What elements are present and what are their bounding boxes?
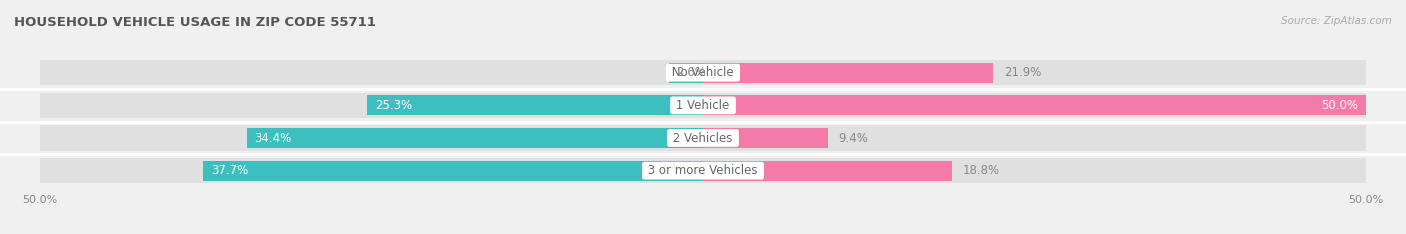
Bar	[703, 93, 1367, 118]
Text: 18.8%: 18.8%	[963, 164, 1000, 177]
Bar	[668, 62, 703, 83]
Bar	[39, 60, 703, 85]
Text: Source: ZipAtlas.com: Source: ZipAtlas.com	[1281, 16, 1392, 26]
Text: 37.7%: 37.7%	[211, 164, 247, 177]
Bar	[703, 125, 1367, 151]
Text: 2.6%: 2.6%	[676, 66, 706, 79]
Text: HOUSEHOLD VEHICLE USAGE IN ZIP CODE 55711: HOUSEHOLD VEHICLE USAGE IN ZIP CODE 5571…	[14, 16, 375, 29]
Bar	[703, 158, 1367, 183]
Bar	[703, 95, 1367, 115]
Bar	[703, 161, 952, 181]
Text: 2 Vehicles: 2 Vehicles	[669, 132, 737, 145]
Bar	[367, 95, 703, 115]
Text: 1 Vehicle: 1 Vehicle	[672, 99, 734, 112]
Bar	[39, 125, 703, 151]
Text: No Vehicle: No Vehicle	[668, 66, 738, 79]
Text: 3 or more Vehicles: 3 or more Vehicles	[644, 164, 762, 177]
Text: 50.0%: 50.0%	[1322, 99, 1358, 112]
Text: 25.3%: 25.3%	[375, 99, 412, 112]
Bar	[39, 93, 703, 118]
Bar	[703, 60, 1367, 85]
Text: 21.9%: 21.9%	[1004, 66, 1042, 79]
Bar	[246, 128, 703, 148]
Bar	[703, 128, 828, 148]
Bar	[703, 62, 994, 83]
Text: 9.4%: 9.4%	[838, 132, 868, 145]
Bar	[202, 161, 703, 181]
Bar	[39, 158, 703, 183]
Text: 34.4%: 34.4%	[254, 132, 292, 145]
